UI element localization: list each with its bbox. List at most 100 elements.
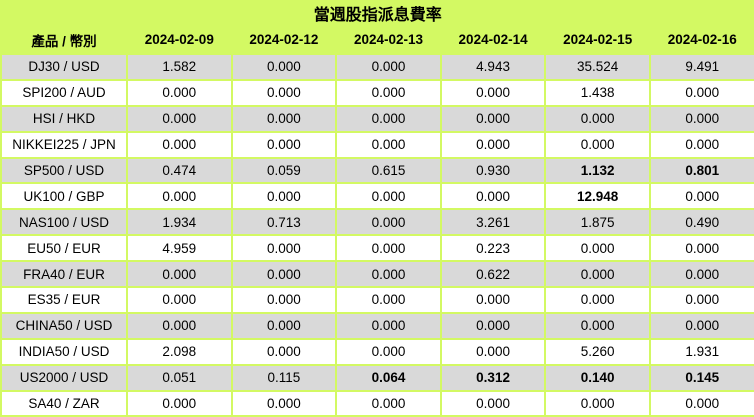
rate-value: 1.438: [544, 78, 651, 107]
column-header-date: 2024-02-14: [440, 26, 546, 54]
product-name: HSI / HKD: [0, 104, 128, 133]
rate-value: 0.145: [648, 363, 754, 392]
rate-value: 4.959: [126, 234, 233, 263]
table-title-row: 當週股指派息費率: [1, 0, 754, 26]
rate-value: 0.000: [230, 311, 338, 340]
rate-value: 0.000: [230, 182, 338, 211]
rate-value: 0.000: [335, 260, 442, 289]
rate-value: 35.524: [544, 53, 651, 81]
table-row: SPI200 / AUD 0.000 0.000 0.000 0.000 1.438 0.0…: [0, 78, 754, 107]
rate-value: 0.115: [230, 363, 338, 392]
rate-value: 0.000: [126, 104, 233, 133]
rate-value: 1.931: [648, 337, 754, 366]
column-header-date: 2024-02-16: [649, 26, 754, 54]
rate-value: 0.000: [230, 260, 338, 289]
table-row: CHINA50 / USD 0.000 0.000 0.000 0.000 0.000 0.…: [0, 311, 754, 340]
rate-value: 0.000: [335, 208, 442, 237]
rate-value: 3.261: [439, 208, 547, 237]
rate-value: 0.000: [544, 311, 651, 340]
table-row: NIKKEI225 / JPN 0.000 0.000 0.000 0.000 0.000…: [0, 130, 754, 159]
rate-value: 0.000: [335, 311, 442, 340]
rate-value: 0.223: [439, 234, 547, 263]
product-name: SP500 / USD: [0, 156, 128, 185]
table-row: SA40 / ZAR 0.000 0.000 0.000 0.000 0.000 0.000: [0, 389, 754, 417]
table-header-row: 產品 / 幣別 2024-02-09 2024-02-12 2024-02-13…: [1, 26, 754, 54]
table-row: EU50 / EUR 4.959 0.000 0.000 0.223 0.000 0.000: [0, 234, 754, 263]
rate-value: 0.051: [126, 363, 233, 392]
column-header-date: 2024-02-15: [545, 26, 650, 54]
rate-value: 0.000: [648, 234, 754, 263]
rate-value: 0.000: [335, 130, 442, 159]
rate-value: 0.000: [230, 78, 338, 107]
table-row: FRA40 / EUR 0.000 0.000 0.000 0.622 0.000 0.00…: [0, 260, 754, 289]
product-name: DJ30 / USD: [0, 53, 128, 81]
rate-value: 0.000: [335, 78, 442, 107]
rate-value: 0.000: [126, 389, 233, 417]
rate-value: 0.000: [544, 286, 651, 314]
rate-value: 0.000: [230, 53, 338, 81]
rate-value: 0.000: [126, 78, 233, 107]
table-row: HSI / HKD 0.000 0.000 0.000 0.000 0.000 0.000: [0, 104, 754, 133]
rate-value: 0.000: [230, 104, 338, 133]
product-name: EU50 / EUR: [0, 234, 128, 263]
product-name: CHINA50 / USD: [0, 311, 128, 340]
rate-value: 0.000: [648, 130, 754, 159]
rate-value: 0.474: [126, 156, 233, 185]
rate-value: 0.000: [439, 337, 547, 366]
table-row: DJ30 / USD 1.582 0.000 0.000 4.943 35.524 9.49…: [0, 53, 754, 81]
table-row: UK100 / GBP 0.000 0.000 0.000 0.000 12.948 0.0…: [0, 182, 754, 211]
rate-value: 0.064: [335, 363, 442, 392]
table-row: NAS100 / USD 1.934 0.713 0.000 3.261 1.875 0.4…: [0, 208, 754, 237]
rate-value: 0.000: [335, 286, 442, 314]
column-header-date: 2024-02-09: [127, 26, 232, 54]
rate-value: 0.000: [126, 182, 233, 211]
table-row: INDIA50 / USD 2.098 0.000 0.000 0.000 5.260 1.…: [0, 337, 754, 366]
rate-value: 0.000: [335, 53, 442, 81]
rate-value: 0.000: [648, 286, 754, 314]
rate-value: 4.943: [439, 53, 547, 81]
rate-value: 0.000: [126, 311, 233, 340]
rate-value: 0.312: [439, 363, 547, 392]
product-name: FRA40 / EUR: [0, 260, 128, 289]
rate-value: 0.000: [335, 337, 442, 366]
rate-value: 0.000: [648, 311, 754, 340]
rate-value: 0.000: [544, 104, 651, 133]
rate-value: 0.000: [648, 104, 754, 133]
table-body: DJ30 / USD 1.582 0.000 0.000 4.943 35.524 9.49…: [0, 53, 754, 417]
rate-value: 0.801: [648, 156, 754, 185]
product-name: SA40 / ZAR: [0, 389, 128, 417]
rate-value: 1.132: [544, 156, 651, 185]
rate-value: 0.000: [544, 130, 651, 159]
rate-value: 0.000: [230, 234, 338, 263]
product-name: NIKKEI225 / JPN: [0, 130, 128, 159]
rate-value: 0.000: [126, 286, 233, 314]
rate-value: 0.615: [335, 156, 442, 185]
rate-value: 0.000: [335, 104, 442, 133]
rate-value: 0.622: [439, 260, 547, 289]
rate-value: 1.934: [126, 208, 233, 237]
rate-value: 0.000: [126, 260, 233, 289]
rate-value: 0.000: [335, 389, 442, 417]
rate-value: 0.713: [230, 208, 338, 237]
rate-value: 1.875: [544, 208, 651, 237]
rate-value: 9.491: [648, 53, 754, 81]
table-row: ES35 / EUR 0.000 0.000 0.000 0.000 0.000 0.000: [0, 286, 754, 314]
rate-value: 12.948: [544, 182, 651, 211]
column-header-date: 2024-02-13: [336, 26, 441, 54]
page-title: 當週股指派息費率: [1, 0, 754, 26]
rate-value: 0.000: [335, 182, 442, 211]
rate-value: 0.000: [230, 130, 338, 159]
rate-value: 0.000: [439, 104, 547, 133]
rate-value: 0.490: [648, 208, 754, 237]
rate-value: 0.000: [230, 337, 338, 366]
product-name: INDIA50 / USD: [0, 337, 128, 366]
rate-value: 1.582: [126, 53, 233, 81]
product-name: UK100 / GBP: [0, 182, 128, 211]
rate-value: 0.000: [230, 389, 338, 417]
rate-value: 0.000: [335, 234, 442, 263]
rate-value: 0.000: [439, 389, 547, 417]
rate-value: 0.000: [439, 130, 547, 159]
rate-value: 0.000: [648, 260, 754, 289]
